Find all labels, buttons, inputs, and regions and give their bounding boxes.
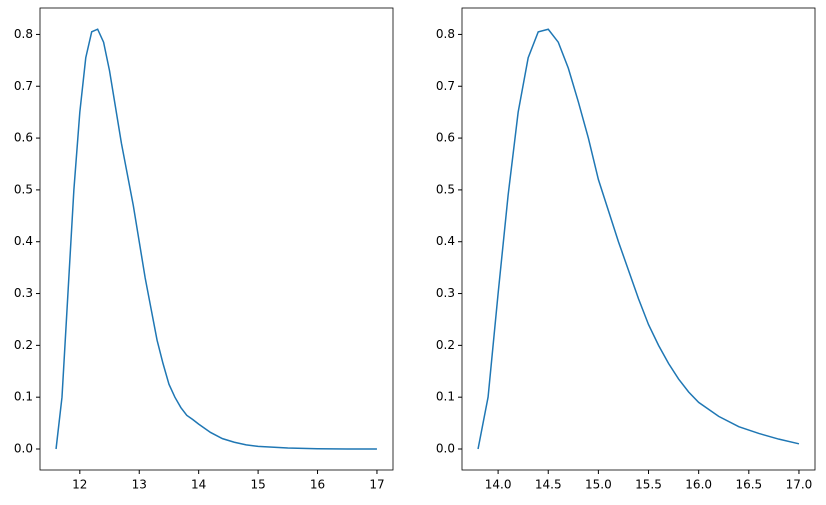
x-tick-label: 12 <box>72 478 87 492</box>
x-tick-label: 15.5 <box>635 478 662 492</box>
y-tick-label: 0.2 <box>436 338 455 352</box>
axes-frame <box>461 7 816 471</box>
y-tick-label: 0.4 <box>14 234 33 248</box>
line <box>55 28 377 450</box>
y-tick-label: 0.6 <box>436 131 455 145</box>
x-tick-label: 15.0 <box>585 478 612 492</box>
x-tick-label: 17.0 <box>786 478 813 492</box>
y-tick-label: 0.7 <box>436 79 455 93</box>
y-tick-label: 0.3 <box>436 286 455 300</box>
y-tick-label: 0.7 <box>14 79 33 93</box>
x-tick-label: 15 <box>250 478 265 492</box>
y-tick-label: 0.5 <box>14 182 33 196</box>
x-tick-label: 14.5 <box>535 478 562 492</box>
y-tick-label: 0.6 <box>14 131 33 145</box>
x-tick-label: 16 <box>310 478 325 492</box>
line <box>477 28 800 450</box>
y-tick-label: 0.0 <box>14 442 33 456</box>
x-tick-label: 14.0 <box>485 478 512 492</box>
y-tick-label: 0.1 <box>14 390 33 404</box>
y-tick-label: 0.5 <box>436 182 455 196</box>
y-tick-label: 0.3 <box>14 286 33 300</box>
x-tick-label: 16.5 <box>735 478 762 492</box>
y-tick-label: 0.0 <box>436 442 455 456</box>
x-tick-label: 14 <box>191 478 206 492</box>
x-tick-label: 17 <box>369 478 384 492</box>
y-tick-label: 0.8 <box>14 27 33 41</box>
y-tick-label: 0.1 <box>436 390 455 404</box>
axes-frame <box>39 7 394 471</box>
x-tick-label: 13 <box>132 478 147 492</box>
x-tick-label: 16.0 <box>685 478 712 492</box>
y-tick-label: 0.8 <box>436 27 455 41</box>
y-tick-label: 0.2 <box>14 338 33 352</box>
y-tick-label: 0.4 <box>436 234 455 248</box>
